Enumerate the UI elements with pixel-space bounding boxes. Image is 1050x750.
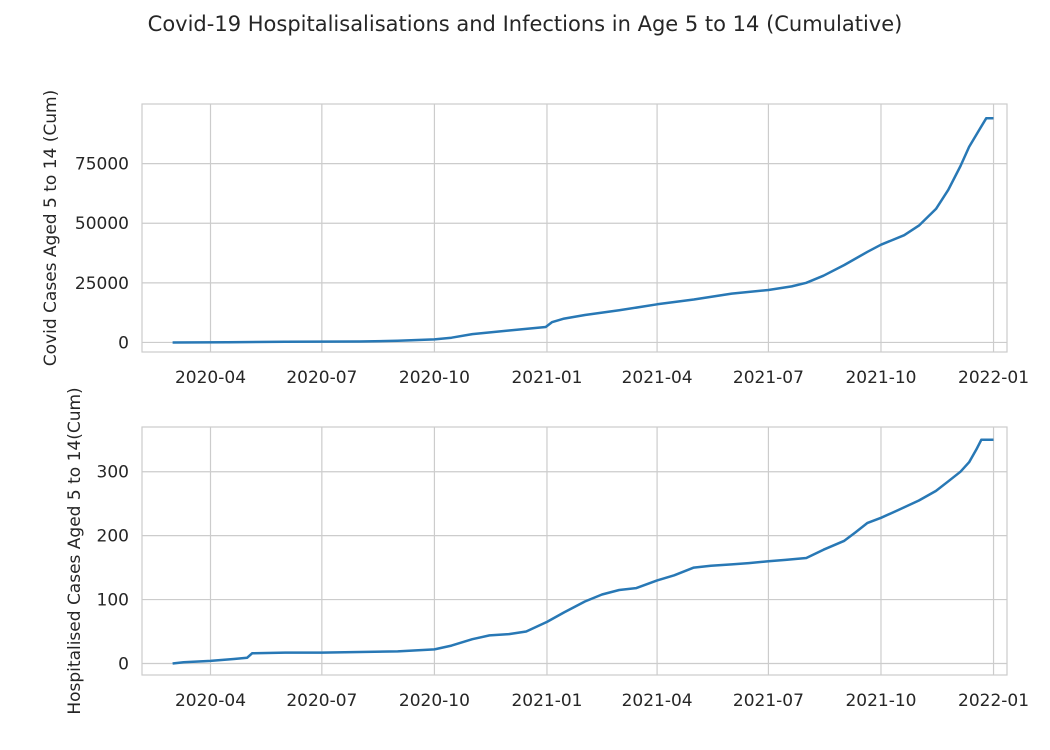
x-tick-label: 2021-01 [511,368,582,388]
y-tick-label: 200 [97,527,129,547]
x-tick-label: 2021-10 [845,691,916,711]
x-tick-label: 2021-04 [622,368,693,388]
y-tick-label: 50000 [75,214,129,234]
x-tick-label: 2020-07 [286,691,357,711]
series-line [172,438,994,665]
x-tick-label: 2021-01 [511,691,582,711]
y-tick-label: 25000 [75,274,129,294]
x-tick-label: 2021-04 [622,691,693,711]
x-tick-label: 2021-10 [845,368,916,388]
hospitalised-chart-panel: 2020-04 2020-07 2020-10 2021-01 2021-04 2021-… [65,387,1029,714]
y-tick-label: 100 [97,591,129,611]
y-axis-label: Covid Cases Aged 5 to 14 (Cum) [41,90,61,366]
cases-chart-panel: 2020-04 2020-07 2020-10 2021-01 2021-04 2021-… [41,90,1029,388]
y-tick-label: 75000 [75,155,129,175]
x-tick-label: 2020-04 [175,691,246,711]
x-tick-label: 2022-01 [958,691,1029,711]
axes-frame [141,426,1008,676]
series-line [172,117,994,344]
x-tick-label: 2020-10 [399,691,470,711]
axes-frame [141,103,1008,353]
x-tick-label: 2021-07 [733,368,804,388]
y-tick-label: 0 [118,654,129,674]
figure-title: Covid-19 Hospitalisalisations and Infect… [147,12,903,36]
y-tick-label: 300 [97,463,129,483]
x-tick-label: 2020-10 [399,368,470,388]
x-tick-label: 2022-01 [958,368,1029,388]
x-tick-label: 2021-07 [733,691,804,711]
y-axis-label: Hospitalised Cases Aged 5 to 14(Cum) [65,387,85,714]
x-tick-label: 2020-04 [175,368,246,388]
y-tick-label: 0 [118,333,129,353]
x-tick-label: 2020-07 [286,368,357,388]
